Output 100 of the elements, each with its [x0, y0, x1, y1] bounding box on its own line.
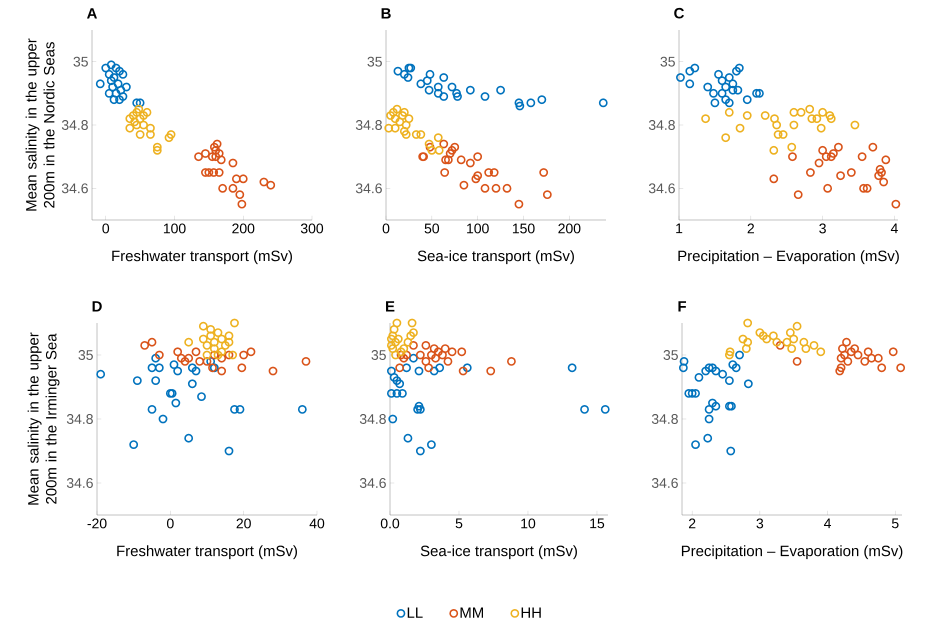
x-axis-title: Freshwater transport (mSv)	[117, 545, 297, 560]
point	[721, 95, 730, 104]
point	[758, 331, 768, 340]
y-tick-label: 34.6	[356, 183, 382, 194]
point	[453, 92, 462, 101]
point	[173, 347, 182, 356]
point	[228, 350, 238, 360]
point	[390, 124, 400, 133]
y-tick-label: 34.8	[356, 120, 382, 130]
point	[691, 388, 700, 398]
point	[386, 340, 396, 350]
point	[151, 354, 160, 363]
legend-label: MM	[460, 608, 483, 618]
point	[762, 334, 772, 344]
point	[862, 184, 872, 193]
point	[728, 79, 738, 88]
point	[676, 73, 685, 82]
point	[537, 95, 546, 104]
point	[786, 328, 795, 337]
point	[448, 146, 456, 155]
point	[228, 158, 238, 168]
point	[515, 102, 524, 110]
point	[448, 82, 456, 92]
point	[473, 171, 482, 180]
point	[426, 350, 436, 360]
x-tick-label: 200	[232, 224, 254, 234]
chart-title: C	[674, 8, 684, 18]
point	[394, 66, 402, 76]
x-tick-label: 5	[892, 518, 899, 528]
point	[812, 114, 822, 124]
point	[704, 404, 714, 414]
point	[217, 366, 226, 376]
point	[218, 184, 228, 193]
point	[846, 168, 856, 177]
point	[212, 140, 222, 148]
x-tick-label: 150	[512, 224, 535, 234]
point	[685, 66, 694, 76]
point	[888, 347, 898, 356]
point	[458, 366, 468, 376]
point	[760, 111, 770, 120]
point	[426, 142, 434, 152]
point	[801, 344, 810, 353]
point	[402, 363, 411, 372]
point	[414, 402, 424, 411]
point	[480, 92, 490, 101]
point	[431, 354, 440, 363]
point	[112, 64, 120, 72]
x-tick-label: 20	[236, 518, 251, 528]
point	[834, 142, 843, 152]
y-tick-label: 34.8	[360, 414, 386, 424]
point	[106, 76, 116, 86]
point	[709, 88, 718, 98]
point	[104, 70, 114, 79]
point	[209, 168, 218, 177]
point	[896, 363, 906, 372]
point	[408, 318, 416, 328]
point	[688, 388, 697, 398]
point	[402, 350, 411, 360]
point	[721, 133, 730, 142]
point	[416, 350, 425, 360]
point	[134, 104, 144, 114]
point	[246, 347, 256, 356]
point	[413, 404, 422, 414]
point	[600, 404, 610, 414]
point	[441, 155, 450, 164]
point	[409, 340, 418, 350]
point	[110, 95, 118, 104]
point	[776, 340, 785, 350]
point	[395, 379, 404, 388]
point	[724, 108, 734, 117]
point	[101, 64, 110, 72]
x-tick-label: 2	[688, 518, 696, 528]
point	[726, 347, 734, 356]
point	[868, 142, 878, 152]
point	[388, 331, 398, 340]
point	[514, 200, 524, 209]
point	[115, 66, 124, 76]
point	[439, 92, 448, 101]
point	[220, 340, 230, 350]
point	[743, 318, 752, 328]
point	[434, 146, 444, 155]
point	[298, 404, 307, 414]
point	[598, 98, 608, 108]
x-tick-label: 0.0	[380, 518, 400, 528]
point	[708, 398, 717, 408]
point	[789, 108, 798, 117]
point	[136, 98, 145, 108]
point	[228, 184, 238, 193]
point	[129, 440, 138, 449]
point	[421, 356, 430, 366]
point	[580, 404, 589, 414]
point	[430, 344, 439, 353]
point	[460, 180, 468, 190]
point	[422, 76, 432, 86]
point	[192, 347, 200, 356]
point	[235, 190, 244, 200]
point	[114, 79, 123, 88]
y-tick-label: 35	[368, 56, 382, 67]
point	[128, 111, 138, 120]
point	[409, 328, 418, 337]
